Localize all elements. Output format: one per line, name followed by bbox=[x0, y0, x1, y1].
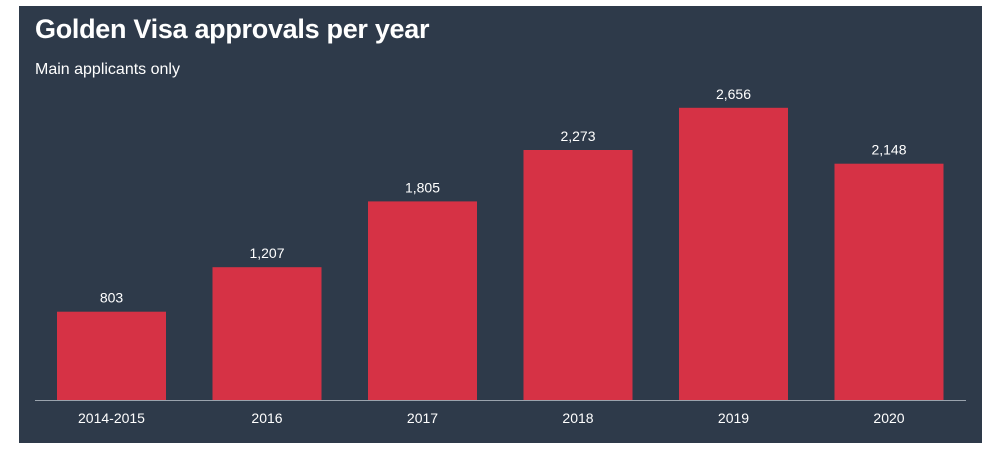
value-label-2016: 1,207 bbox=[249, 245, 284, 261]
bar-2018 bbox=[523, 150, 633, 400]
x-tick-labels: 2014-2015 2016 2017 2018 2019 2020 bbox=[78, 410, 905, 426]
bar-2019 bbox=[679, 107, 788, 401]
chart-card bbox=[19, 6, 982, 443]
x-tick-label-2014-2015: 2014-2015 bbox=[78, 410, 145, 426]
value-label-2014-2015: 803 bbox=[100, 290, 124, 306]
value-label-2020: 2,148 bbox=[871, 142, 906, 158]
bars-group: 803 1,207 1,805 2,273 2,656 2,148 bbox=[57, 86, 944, 401]
x-tick-label-2020: 2020 bbox=[873, 410, 904, 426]
bar-2020 bbox=[834, 163, 944, 400]
x-tick-label-2016: 2016 bbox=[251, 410, 282, 426]
value-label-2019: 2,656 bbox=[716, 86, 751, 102]
value-label-2018: 2,273 bbox=[560, 128, 595, 144]
bar-2017 bbox=[368, 201, 477, 400]
bar-2016 bbox=[212, 267, 322, 400]
chart-title: Golden Visa approvals per year bbox=[35, 14, 430, 44]
x-tick-label-2018: 2018 bbox=[562, 410, 593, 426]
value-label-2017: 1,805 bbox=[405, 179, 440, 195]
bar-2014-2015 bbox=[57, 311, 166, 400]
x-tick-label-2017: 2017 bbox=[407, 410, 438, 426]
chart-subtitle: Main applicants only bbox=[35, 61, 180, 78]
x-tick-label-2019: 2019 bbox=[718, 410, 749, 426]
